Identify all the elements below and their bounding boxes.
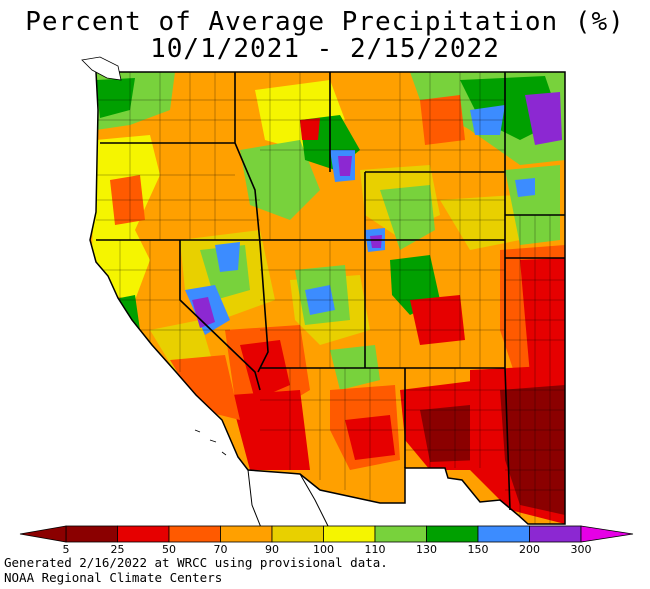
map-date-range: 10/1/2021 - 2/15/2022 bbox=[150, 34, 500, 64]
legend-swatch bbox=[271, 525, 324, 543]
legend-arrow-high bbox=[580, 525, 634, 543]
legend-tick-label: 50 bbox=[162, 543, 176, 556]
vancouver-island bbox=[81, 56, 122, 81]
channel-islands bbox=[194, 429, 227, 456]
legend-tick-label: 300 bbox=[571, 543, 592, 556]
legend-tick-label: 150 bbox=[468, 543, 489, 556]
county-borders bbox=[96, 72, 565, 524]
legend-swatch bbox=[323, 525, 376, 543]
precip-shading bbox=[92, 72, 565, 524]
generated-note: Generated 2/16/2022 at WRCC using provis… bbox=[4, 555, 388, 570]
coastline-border bbox=[89, 71, 566, 525]
legend-tick-label: 110 bbox=[365, 543, 386, 556]
legend-tick-label: 130 bbox=[416, 543, 437, 556]
legend-tick-label: 5 bbox=[63, 543, 70, 556]
legend-swatch bbox=[220, 525, 273, 543]
legend-swatch bbox=[374, 525, 427, 543]
mexico-outline bbox=[247, 469, 331, 531]
legend-swatch bbox=[117, 525, 170, 543]
map-title: Percent of Average Precipitation (%) bbox=[25, 7, 625, 37]
legend-tick-label: 70 bbox=[214, 543, 228, 556]
legend-arrow-low bbox=[19, 525, 67, 543]
legend-tick-label: 100 bbox=[313, 543, 334, 556]
legend-tick-label: 90 bbox=[265, 543, 279, 556]
legend-tick-label: 25 bbox=[111, 543, 125, 556]
legend-swatch bbox=[529, 525, 582, 543]
legend-swatch bbox=[426, 525, 479, 543]
legend-tick-label: 200 bbox=[519, 543, 540, 556]
legend-swatch bbox=[65, 525, 118, 543]
legend-swatch bbox=[477, 525, 530, 543]
legend-swatch bbox=[168, 525, 221, 543]
source-credit: NOAA Regional Climate Centers bbox=[4, 570, 223, 585]
